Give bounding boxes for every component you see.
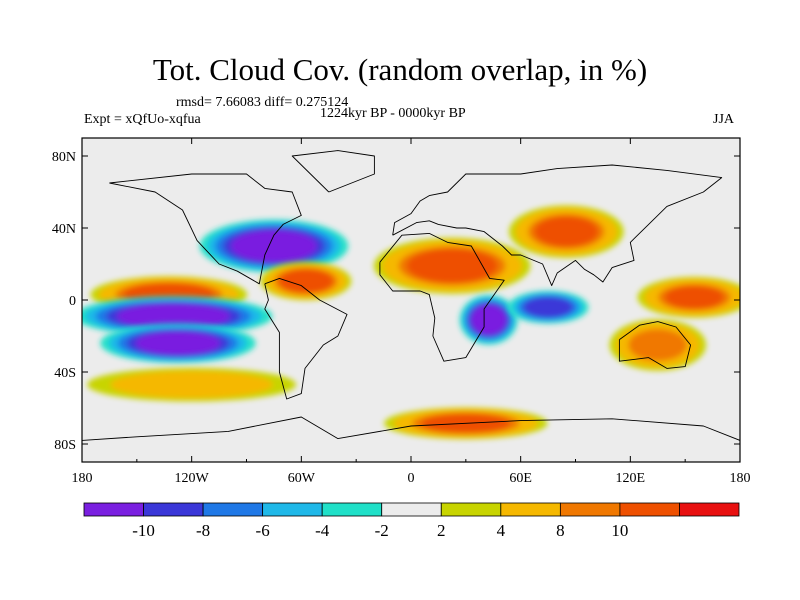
y-tick-label: 80S [54,438,76,453]
anomaly-region-6 [100,323,256,363]
colorbar-label: -2 [375,521,389,540]
coastlines [82,150,740,441]
coastline-3 [392,164,723,287]
anomaly-region-10 [609,319,706,371]
y-tick-label: 40N [52,222,76,237]
season-label: JJA [713,112,735,127]
coastline-0 [109,173,302,285]
x-tick-label: 60W [288,471,316,486]
colorbar-swatch [440,502,502,517]
colorbar-swatch [202,502,264,517]
x-tick-label: 120W [175,471,210,486]
anomaly-region-3 [199,219,349,273]
anomaly-region-8 [507,290,589,324]
colorbar-swatch [143,502,204,517]
colorbar-swatch [619,502,680,517]
anomaly-field [82,205,740,440]
colorbar-swatch [262,502,323,517]
colorbar-label: 4 [497,521,506,540]
coastline-6 [82,416,740,441]
colorbar-swatch [321,502,383,517]
colorbar-swatch [559,502,621,517]
anomaly-region-7 [459,295,518,345]
x-tick-label: 180 [72,471,93,486]
coastline-4 [618,321,692,369]
colorbar: -10 -8 -6 -4 -2 2 4 8 10 [83,502,740,540]
anomaly-region-0 [373,237,531,294]
colorbar-label: -10 [132,521,155,540]
anomaly-region-4 [260,261,352,301]
colorbar-swatch [381,502,442,517]
stats-line: rmsd= 7.66083 diff= 0.275124 [176,95,349,110]
anomaly-region-1 [509,205,624,258]
period-line: 1224kyr BP - 0000kyr BP [320,106,466,121]
anomaly-region-9 [637,276,740,318]
colorbar-label: -8 [196,521,210,540]
anomaly-region-5 [82,296,273,337]
x-tick-label: 120E [616,471,646,486]
colorbar-label: 8 [556,521,565,540]
coastline-2 [379,232,505,362]
colorbar-label: -4 [315,521,330,540]
x-tick-label: 180 [730,471,751,486]
y-tick-label: 80N [52,150,76,165]
colorbar-swatch [83,502,144,517]
colorbar-swatch [679,502,740,517]
colorbar-label: 2 [437,521,446,540]
y-tick-label: 0 [69,294,76,309]
x-tick-label: 0 [408,471,415,486]
y-tick-label: 40S [54,366,76,381]
x-tick-label: 60E [509,471,532,486]
colorbar-label: 10 [611,521,628,540]
anomaly-region-12 [87,367,297,402]
page-title: Tot. Cloud Cov. (random overlap, in %) [152,52,648,87]
experiment-line: Expt = xQfUo-xqfua [84,112,201,127]
colorbar-label: -6 [256,521,270,540]
coastline-1 [264,277,348,400]
coastline-5 [291,150,375,193]
colorbar-swatch [500,502,561,517]
